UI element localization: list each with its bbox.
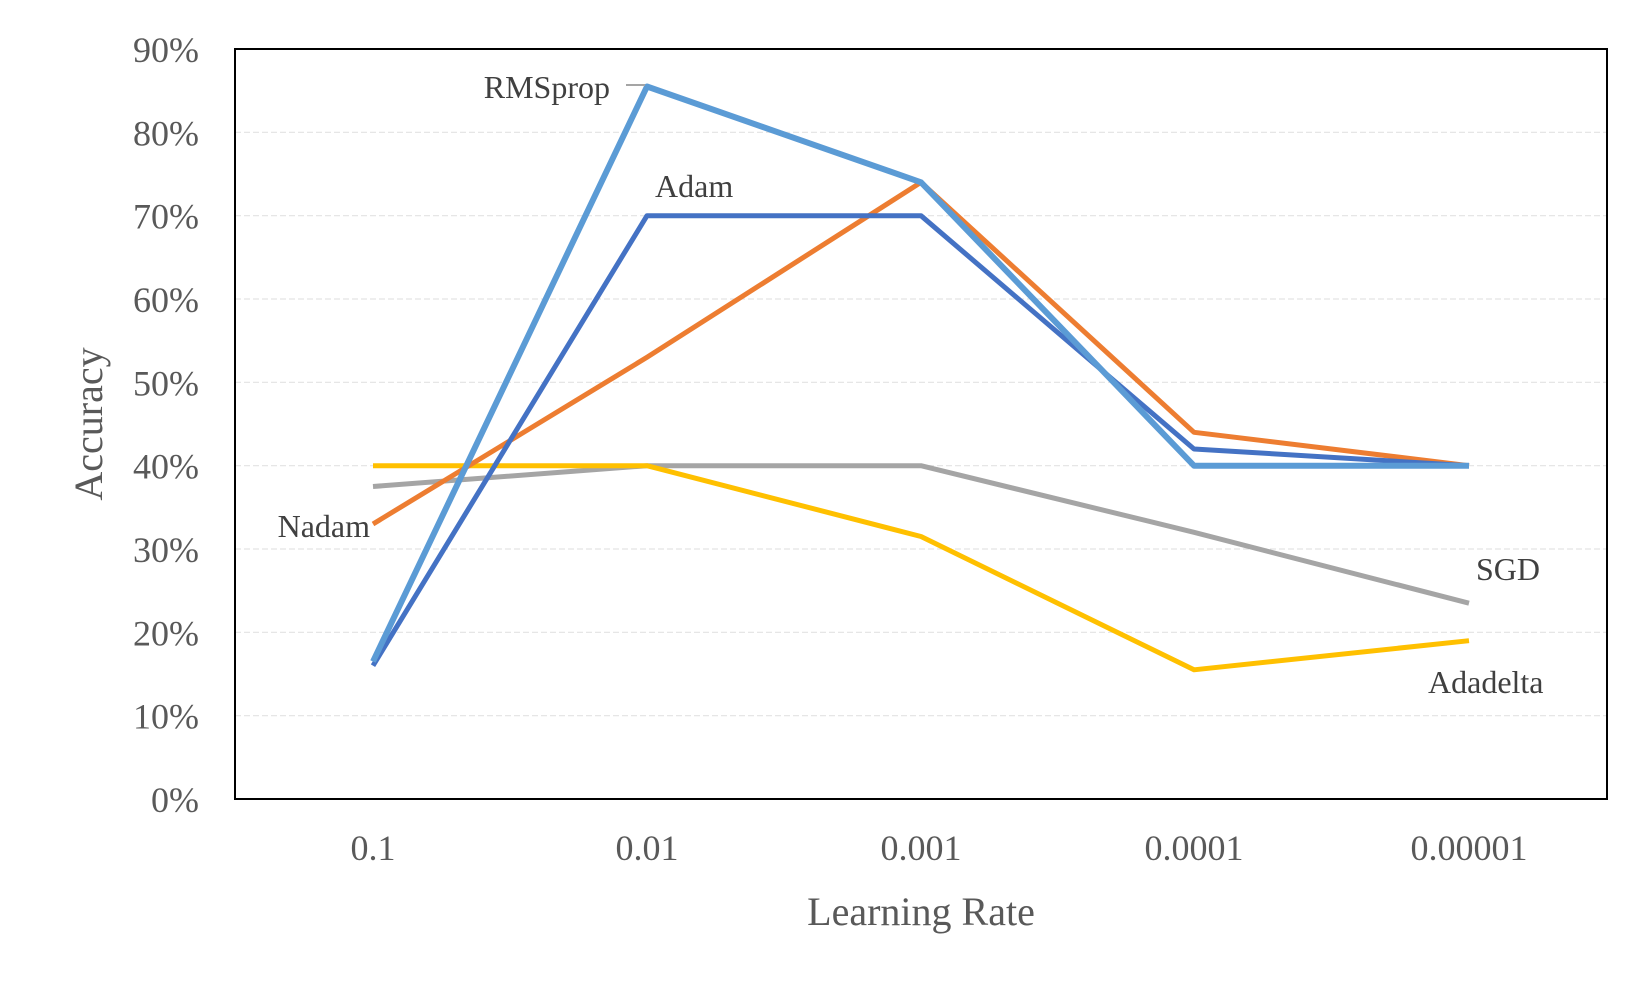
x-axis-title: Learning Rate <box>807 889 1035 934</box>
series-line-sgd <box>372 463 1470 606</box>
y-tick-label: 90% <box>133 30 199 70</box>
x-tick-label: 0.0001 <box>1145 828 1244 868</box>
y-tick-label: 10% <box>133 697 199 737</box>
gridlines <box>235 131 1607 717</box>
series-line-adadelta <box>373 463 1470 673</box>
series-label-rmsprop: RMSprop <box>484 69 610 105</box>
y-tick-label: 40% <box>133 447 199 487</box>
series-label-nadam: Nadam <box>278 508 371 544</box>
x-tick-label: 0.01 <box>616 828 679 868</box>
y-axis-title: Accuracy <box>66 347 111 500</box>
y-tick-label: 50% <box>133 363 199 403</box>
y-tick-label: 60% <box>133 280 199 320</box>
y-axis-ticks: 0% 10% 20% 30% 40% 50% 60% 70% 80% 90% <box>133 30 199 820</box>
series-labels: Adam Nadam SGD Adadelta RMSprop <box>278 69 1544 700</box>
series-label-adam: Adam <box>655 168 733 204</box>
x-tick-label: 0.00001 <box>1411 828 1528 868</box>
y-tick-label: 20% <box>133 613 199 653</box>
y-tick-label: 70% <box>133 197 199 237</box>
y-tick-label: 0% <box>151 780 199 820</box>
x-tick-label: 0.1 <box>351 828 396 868</box>
x-axis-ticks: 0.1 0.01 0.001 0.0001 0.00001 <box>351 828 1528 868</box>
y-tick-label: 30% <box>133 530 199 570</box>
series-line-rmsprop <box>370 83 1469 663</box>
series-line-adam <box>370 213 1470 668</box>
y-tick-label: 80% <box>133 113 199 153</box>
series-lines <box>370 83 1470 673</box>
series-label-adadelta: Adadelta <box>1428 664 1544 700</box>
x-tick-label: 0.001 <box>881 828 962 868</box>
series-label-sgd: SGD <box>1476 551 1540 587</box>
plot-area-border <box>234 48 1608 800</box>
